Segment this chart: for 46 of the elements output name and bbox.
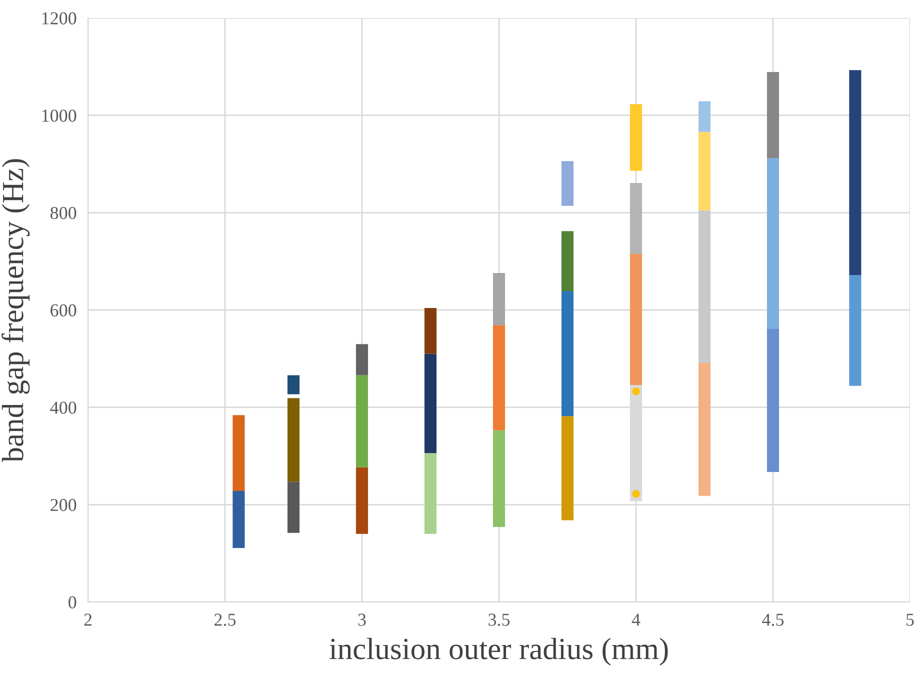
bar [492,325,506,430]
x-tick-label: 2.5 [214,614,236,626]
bar [698,363,711,496]
x-tick-label: 4 [632,614,640,626]
y-tick-label: 800 [50,206,76,220]
y-tick-label: 1000 [42,110,76,122]
bar [356,344,368,376]
bar [492,273,506,326]
bar [287,482,300,533]
bar [561,416,574,520]
y-axis-title: band gap frequency (Hz) [2,159,30,462]
y-tick-label: 600 [50,304,76,316]
bar [561,291,574,416]
x-tick-label: 2 [84,614,92,626]
bar [766,328,780,472]
bar [492,430,506,528]
y-tick-label: 1200 [42,12,76,24]
bar [424,453,437,534]
bar [561,231,574,292]
bar [287,375,300,394]
bar [849,274,862,386]
x-tick-label: 5 [906,614,914,626]
bar [356,375,368,468]
y-tick-label: 0 [68,596,76,608]
bar [698,132,711,210]
bar [630,104,642,171]
x-tick-label: 3.5 [488,614,510,626]
bar [232,415,245,492]
x-tick-label: 4.5 [762,614,784,626]
bar [630,254,642,385]
bar [232,491,245,548]
bar [561,161,574,206]
x-axis-title: inclusion outer radius (mm) [329,638,668,666]
x-tick-label: 3 [358,614,366,626]
bar [698,210,711,364]
bar [766,72,780,158]
bar [424,308,437,354]
bar [698,101,711,132]
y-tick-label: 400 [50,402,76,414]
y-tick-label: 200 [50,498,76,512]
bar [630,182,642,254]
bar [287,398,300,482]
bar [766,158,780,329]
bar [849,70,862,275]
bar [356,467,368,534]
bar [424,354,437,454]
